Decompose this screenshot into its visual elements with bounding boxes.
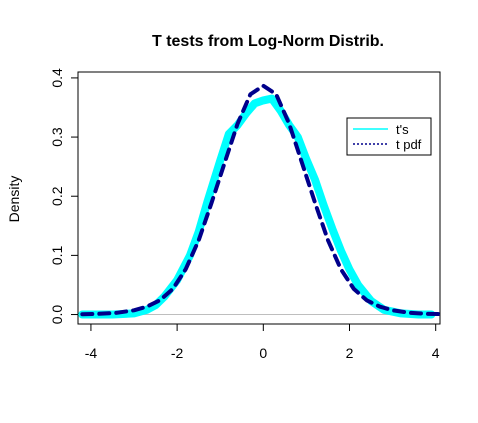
y-tick-label: 0.1 — [49, 245, 65, 265]
plot-area — [77, 71, 447, 325]
series-group — [78, 83, 447, 319]
x-tick-label: 0 — [259, 345, 267, 361]
x-tick-label: 4 — [432, 345, 440, 361]
chart-title: T tests from Log-Norm Distrib. — [152, 33, 384, 50]
y-tick-label: 0.2 — [49, 186, 65, 206]
x-tick-label: -4 — [85, 345, 98, 361]
x-tick-label: 2 — [346, 345, 354, 361]
y-tick-label: 0.4 — [49, 68, 65, 88]
plot-frame — [77, 71, 441, 325]
legend-box — [346, 117, 432, 156]
legend: t'st pdf — [346, 117, 432, 156]
series-line-t-pdf — [80, 83, 447, 317]
legend-label: t pdf — [396, 137, 422, 152]
y-tick-label: 0.0 — [49, 305, 65, 325]
y-axis-label: Density — [6, 176, 22, 223]
x-axis: -4 -2 0 2 4 — [85, 323, 440, 361]
y-axis: 0.0 0.1 0.2 0.3 0.4 — [49, 68, 79, 325]
y-tick-label: 0.3 — [49, 127, 65, 147]
x-tick-label: -2 — [171, 345, 184, 361]
legend-label: t's — [396, 122, 409, 137]
